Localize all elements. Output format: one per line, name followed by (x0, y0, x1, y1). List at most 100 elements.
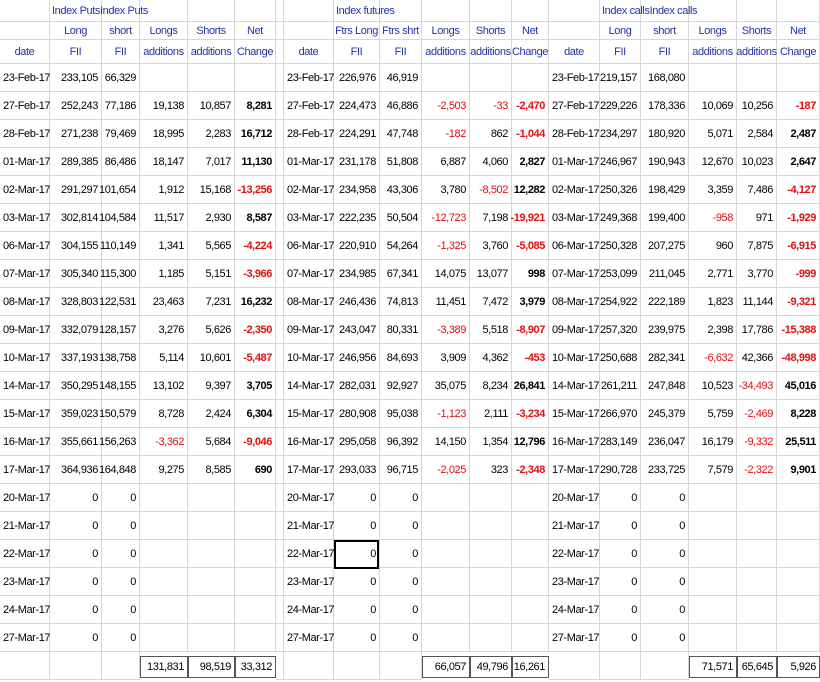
value-cell[interactable]: -5,487 (235, 344, 276, 372)
value-cell[interactable]: 11,451 (422, 288, 470, 316)
value-cell[interactable]: 5,151 (188, 260, 235, 288)
date-cell[interactable]: 02-Mar-17 (549, 176, 600, 204)
value-cell[interactable]: 14,150 (422, 428, 470, 456)
total-cell[interactable]: 131,831 (140, 656, 188, 678)
date-cell[interactable]: 22-Mar-17 (549, 540, 600, 568)
cell[interactable] (276, 372, 284, 400)
value-cell[interactable]: 8,728 (140, 400, 188, 428)
value-cell[interactable]: -3,389 (422, 316, 470, 344)
cell[interactable] (689, 0, 737, 22)
value-cell[interactable]: 280,908 (334, 400, 380, 428)
value-cell[interactable]: 291,297 (50, 176, 102, 204)
cell[interactable] (777, 624, 820, 652)
cell[interactable] (188, 624, 235, 652)
value-cell[interactable]: 302,814 (50, 204, 102, 232)
value-cell[interactable]: 10,523 (689, 372, 737, 400)
cell[interactable] (235, 512, 276, 540)
value-cell[interactable]: -4,127 (777, 176, 820, 204)
value-cell[interactable]: -3,234 (512, 400, 549, 428)
cell[interactable] (512, 568, 549, 596)
value-cell[interactable]: 245,379 (641, 400, 689, 428)
value-cell[interactable]: 222,235 (334, 204, 380, 232)
cell[interactable] (470, 568, 512, 596)
value-cell[interactable]: 66,329 (102, 64, 140, 92)
value-cell[interactable]: -1,325 (422, 232, 470, 260)
cell[interactable] (512, 624, 549, 652)
date-cell[interactable]: 16-Mar-17 (549, 428, 600, 456)
date-cell[interactable]: 07-Mar-17 (284, 260, 335, 288)
date-cell[interactable]: 27-Feb-17 (549, 92, 600, 120)
value-cell[interactable]: -9,046 (235, 428, 276, 456)
date-cell[interactable]: 16-Mar-17 (284, 428, 335, 456)
cell[interactable] (470, 540, 512, 568)
date-cell[interactable]: 17-Mar-17 (284, 456, 335, 484)
value-cell[interactable]: 5,626 (188, 316, 235, 344)
value-cell[interactable]: 220,910 (334, 232, 380, 260)
cell[interactable] (276, 484, 284, 512)
cell[interactable] (140, 624, 188, 652)
cell[interactable] (689, 64, 737, 92)
value-cell[interactable]: 323 (470, 456, 512, 484)
value-cell[interactable]: -1,929 (777, 204, 820, 232)
value-cell[interactable]: 0 (641, 540, 689, 568)
cell[interactable] (235, 540, 276, 568)
value-cell[interactable]: 250,688 (600, 344, 641, 372)
value-cell[interactable]: 7,472 (470, 288, 512, 316)
date-cell[interactable]: 23-Mar-17 (284, 568, 335, 596)
value-cell[interactable]: -5,085 (512, 232, 549, 260)
value-cell[interactable]: 35,075 (422, 372, 470, 400)
value-cell[interactable]: 138,758 (99, 344, 140, 372)
value-cell[interactable]: 0 (641, 596, 689, 624)
value-cell[interactable]: 7,198 (470, 204, 512, 232)
cell[interactable] (737, 0, 777, 22)
value-cell[interactable]: -958 (689, 204, 737, 232)
value-cell[interactable]: 0 (334, 512, 380, 540)
total-cell[interactable]: 49,796 (470, 656, 512, 678)
value-cell[interactable]: 7,017 (188, 148, 235, 176)
date-cell[interactable]: 14-Mar-17 (0, 372, 51, 400)
cell[interactable] (737, 624, 777, 652)
value-cell[interactable]: 79,469 (102, 120, 140, 148)
value-cell[interactable]: 224,473 (334, 92, 380, 120)
cell[interactable] (689, 540, 737, 568)
cell[interactable] (777, 596, 820, 624)
cell[interactable] (470, 596, 512, 624)
value-cell[interactable]: 0 (334, 484, 380, 512)
value-cell[interactable]: 250,328 (600, 232, 641, 260)
value-cell[interactable]: 7,486 (737, 176, 777, 204)
date-cell[interactable]: 20-Mar-17 (549, 484, 600, 512)
value-cell[interactable]: 16,232 (235, 288, 276, 316)
cell[interactable] (0, 22, 50, 40)
cell[interactable] (689, 512, 737, 540)
cell[interactable] (777, 568, 820, 596)
date-cell[interactable]: 08-Mar-17 (549, 288, 600, 316)
value-cell[interactable]: 246,967 (600, 148, 641, 176)
value-cell[interactable]: 233,725 (641, 456, 689, 484)
value-cell[interactable]: -12,723 (422, 204, 470, 232)
value-cell[interactable]: 0 (102, 540, 140, 568)
date-cell[interactable]: 23-Mar-17 (0, 568, 51, 596)
date-cell[interactable]: 27-Mar-17 (549, 624, 600, 652)
cell[interactable] (737, 596, 777, 624)
value-cell[interactable]: 0 (380, 596, 422, 624)
cell[interactable] (689, 596, 737, 624)
value-cell[interactable]: -9,332 (737, 428, 777, 456)
value-cell[interactable]: 3,770 (737, 260, 777, 288)
value-cell[interactable]: 250,326 (600, 176, 641, 204)
value-cell[interactable]: 293,033 (334, 456, 380, 484)
total-cell[interactable]: 66,057 (422, 656, 470, 678)
date-cell[interactable]: 09-Mar-17 (0, 316, 51, 344)
value-cell[interactable]: 180,920 (641, 120, 689, 148)
value-cell[interactable]: 0 (600, 568, 641, 596)
value-cell[interactable]: 0 (380, 512, 422, 540)
value-cell[interactable]: 0 (102, 624, 140, 652)
value-cell[interactable]: 74,813 (380, 288, 422, 316)
value-cell[interactable]: 234,985 (334, 260, 380, 288)
date-cell[interactable]: 06-Mar-17 (549, 232, 600, 260)
cell[interactable] (512, 64, 549, 92)
cell[interactable] (140, 540, 188, 568)
value-cell[interactable]: 150,579 (99, 400, 140, 428)
value-cell[interactable]: 231,178 (334, 148, 380, 176)
value-cell[interactable]: -15,388 (777, 316, 820, 344)
value-cell[interactable]: 226,976 (334, 64, 380, 92)
